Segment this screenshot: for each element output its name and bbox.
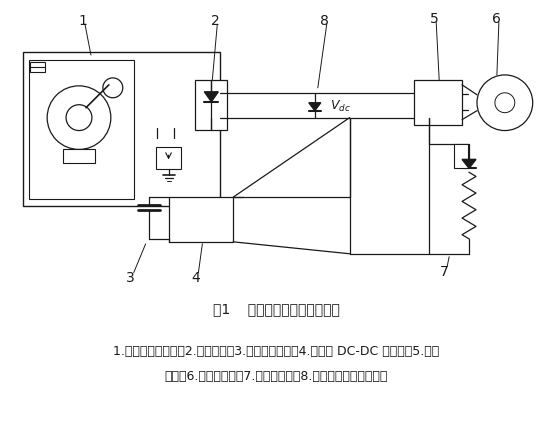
Circle shape (477, 76, 533, 131)
Circle shape (66, 105, 92, 131)
Text: $V_{dc}$: $V_{dc}$ (330, 99, 351, 114)
Text: 5: 5 (430, 12, 439, 26)
Bar (23, 53, 220, 207)
Bar (169, 197, 233, 242)
Text: 6: 6 (493, 12, 502, 26)
Text: 2: 2 (211, 14, 220, 28)
Text: 8: 8 (320, 14, 329, 28)
Text: 7: 7 (440, 264, 448, 278)
Bar (29, 61, 134, 200)
Bar (30, 63, 45, 73)
Bar (454, 145, 468, 169)
Text: 1.是柴油发电机组，2.是整流器，3.是超级电容组，4.是双向 DC-DC 变换器，5.是逆: 1.是柴油发电机组，2.是整流器，3.是超级电容组，4.是双向 DC-DC 变换… (113, 344, 439, 357)
Polygon shape (309, 103, 321, 112)
Text: 3: 3 (127, 270, 135, 284)
Bar (414, 81, 462, 125)
Text: 1: 1 (79, 14, 87, 28)
Text: 变器，6.是工作电机，7.是能耗电阻，8.是起稳压作用的电容。: 变器，6.是工作电机，7.是能耗电阻，8.是起稳压作用的电容。 (164, 370, 388, 383)
Circle shape (103, 79, 123, 99)
Bar (63, 150, 95, 164)
Text: 图1    起重机混合动力系统简图: 图1 起重机混合动力系统简图 (212, 302, 340, 316)
Polygon shape (462, 160, 476, 169)
Circle shape (47, 87, 111, 150)
Circle shape (495, 94, 515, 113)
Bar (155, 148, 181, 170)
Text: 4: 4 (191, 270, 200, 284)
Bar (195, 81, 227, 130)
Polygon shape (205, 92, 218, 102)
